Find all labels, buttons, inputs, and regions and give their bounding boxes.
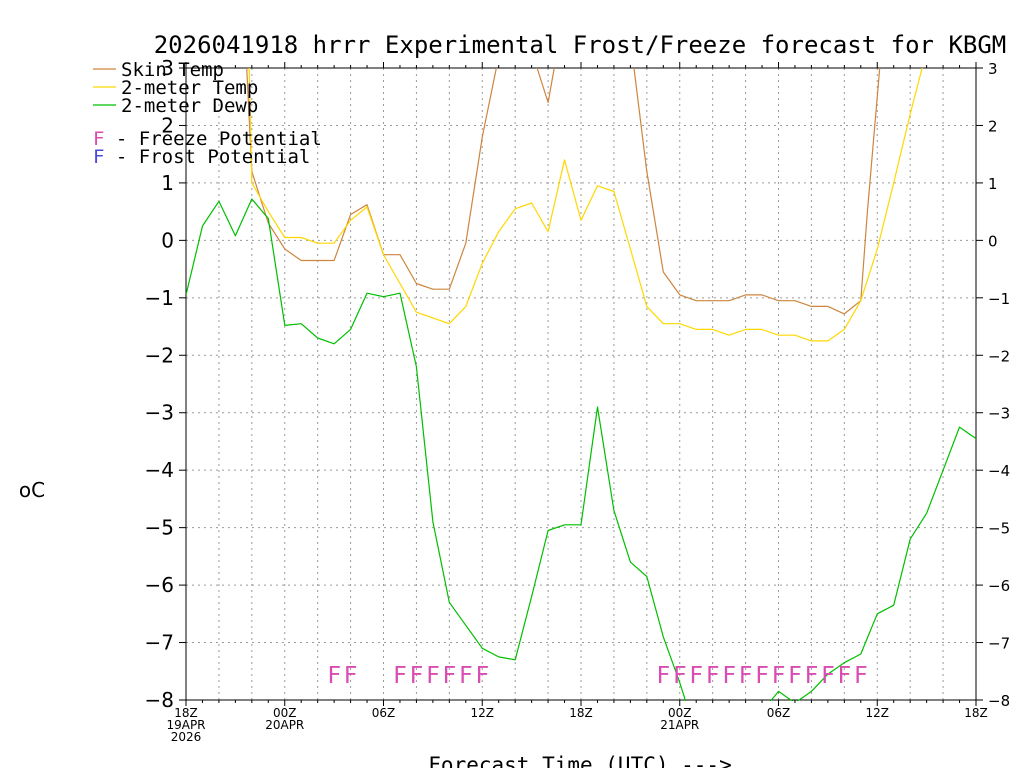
freeze-marker: F	[821, 663, 835, 689]
y-tick-label-right: −6	[988, 577, 1010, 595]
legend-label: 2-meter Dewp	[121, 95, 258, 117]
y-axis-left: −8 −7 −6 −5 −4 −3 −2 −1 0 1 2 3	[145, 56, 186, 712]
potential-legend-item: F - Freeze Potential	[93, 128, 322, 150]
freeze-marker: F	[327, 663, 341, 689]
y-tick-label-left: 1	[161, 171, 174, 195]
y-tick-label-left: −8	[145, 688, 174, 712]
freeze-marker: F	[772, 663, 786, 689]
y-tick-label-right: 1	[988, 175, 998, 193]
x-tick-label: 06Z	[767, 706, 791, 720]
x-tick-label: 00Z 21APR	[660, 706, 699, 732]
freeze-marker: F	[788, 663, 802, 689]
y-tick-label-left: 3	[161, 56, 174, 80]
x-tick-label: 18Z	[964, 706, 988, 720]
y-axis-right: −8 −7 −6 −5 −4 −3 −2 −1 0 1 2 3	[976, 60, 1010, 710]
y-tick-label-right: −2	[988, 347, 1010, 365]
potential-legend-item: F - Frost Potential	[93, 146, 310, 168]
freeze-marker: F	[442, 663, 456, 689]
y-tick-label-left: −4	[145, 458, 174, 482]
freeze-marker: F	[722, 663, 736, 689]
freeze-marker: F	[656, 663, 670, 689]
y-tick-label-left: −5	[145, 516, 174, 540]
freeze-marker: F	[426, 663, 440, 689]
y-tick-label-left: 2	[161, 113, 174, 137]
freeze-marker: F	[689, 663, 703, 689]
y-tick-label-right: −8	[988, 692, 1010, 710]
y-tick-label-right: 2	[988, 117, 998, 135]
x-tick-label: 18Z 19APR 2026	[166, 706, 205, 744]
y-tick-label-left: −6	[145, 573, 174, 597]
x-tick-label: 00Z 20APR	[265, 706, 304, 732]
y-axis-label: oC	[19, 478, 45, 502]
y-tick-label-left: −7	[145, 631, 174, 655]
freeze-marker: F	[475, 663, 489, 689]
y-tick-label-right: 3	[988, 60, 998, 78]
legend-label: 2-meter Temp	[121, 77, 258, 99]
x-axis-label: Forecast Time (UTC) --->	[428, 753, 731, 768]
freeze-marker: F	[804, 663, 818, 689]
y-tick-label-right: −7	[988, 635, 1010, 653]
freeze-marker: F	[739, 663, 753, 689]
freeze-marker: F	[344, 663, 358, 689]
chart-title: 2026041918 hrrr Experimental Frost/Freez…	[154, 31, 1007, 59]
freeze-marker: F	[854, 663, 868, 689]
x-axis: 18Z 19APR 2026 00Z 20APR 06Z 12Z 18Z 00Z 21APR 06Z…	[166, 62, 988, 744]
y-tick-label-left: −3	[145, 401, 174, 425]
y-tick-label-left: −1	[145, 286, 174, 310]
skin-temp-line-segment	[866, 68, 881, 212]
freeze-marker: F	[706, 663, 720, 689]
y-tick-label-right: 0	[988, 232, 998, 250]
freeze-marker: F	[755, 663, 769, 689]
y-tick-label-right: −3	[988, 405, 1010, 423]
x-tick-label: 06Z	[372, 706, 396, 720]
2-meter-dewp-line	[186, 198, 976, 701]
y-tick-label-right: −5	[988, 520, 1010, 538]
x-tick-label: 12Z	[866, 706, 890, 720]
skin-temp-line	[246, 68, 868, 315]
y-tick-label-left: 0	[161, 228, 174, 252]
legend-label: Skin Temp	[121, 59, 224, 81]
y-tick-label-right: −1	[988, 290, 1010, 308]
freeze-marker: F	[393, 663, 407, 689]
series-group	[186, 68, 976, 701]
x-tick-label: 12Z	[471, 706, 495, 720]
freeze-marker: F	[837, 663, 851, 689]
2-meter-temp-line	[248, 68, 923, 342]
freeze-marker: F	[459, 663, 473, 689]
y-tick-label-right: −4	[988, 462, 1010, 480]
x-tick-label: 18Z	[569, 706, 593, 720]
freeze-marker: F	[673, 663, 687, 689]
y-tick-label-left: −2	[145, 343, 174, 367]
freeze-marker: F	[409, 663, 423, 689]
